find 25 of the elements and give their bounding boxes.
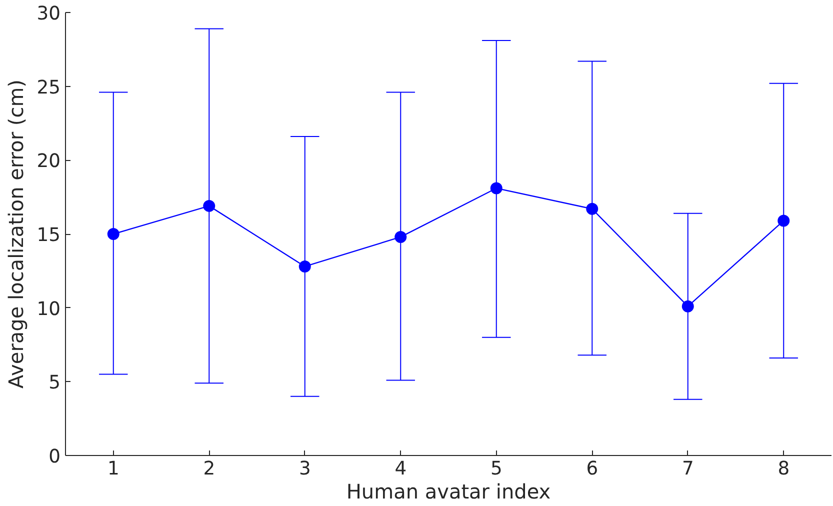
point	[682, 300, 694, 312]
point	[490, 182, 502, 194]
y-tick-label: 15	[36, 225, 61, 246]
y-tick-label: 30	[36, 4, 61, 24]
point	[107, 228, 120, 240]
x-tick-label: 6	[586, 458, 598, 480]
x-tick-label: 2	[203, 458, 216, 480]
point	[394, 230, 407, 243]
x-tick-label: 8	[778, 458, 790, 480]
x-tick-label: 3	[298, 458, 311, 480]
y-axis-title: Average localization error (cm)	[4, 80, 28, 388]
y-tick-label: 5	[48, 372, 61, 394]
x-tick-label: 4	[394, 458, 407, 480]
point	[203, 200, 216, 212]
x-tick-label: 5	[490, 458, 502, 480]
y-tick-label: 25	[36, 77, 61, 98]
x-axis-title: Human avatar index	[346, 480, 551, 504]
y-tick-label: 10	[36, 298, 61, 320]
x-tick-label: 7	[682, 458, 694, 480]
y-tick-label: 20	[36, 151, 61, 172]
x-tick-label: 1	[107, 458, 120, 480]
point	[586, 202, 598, 215]
y-tick-label: 0	[48, 446, 61, 468]
point	[778, 214, 790, 227]
point	[298, 260, 311, 272]
